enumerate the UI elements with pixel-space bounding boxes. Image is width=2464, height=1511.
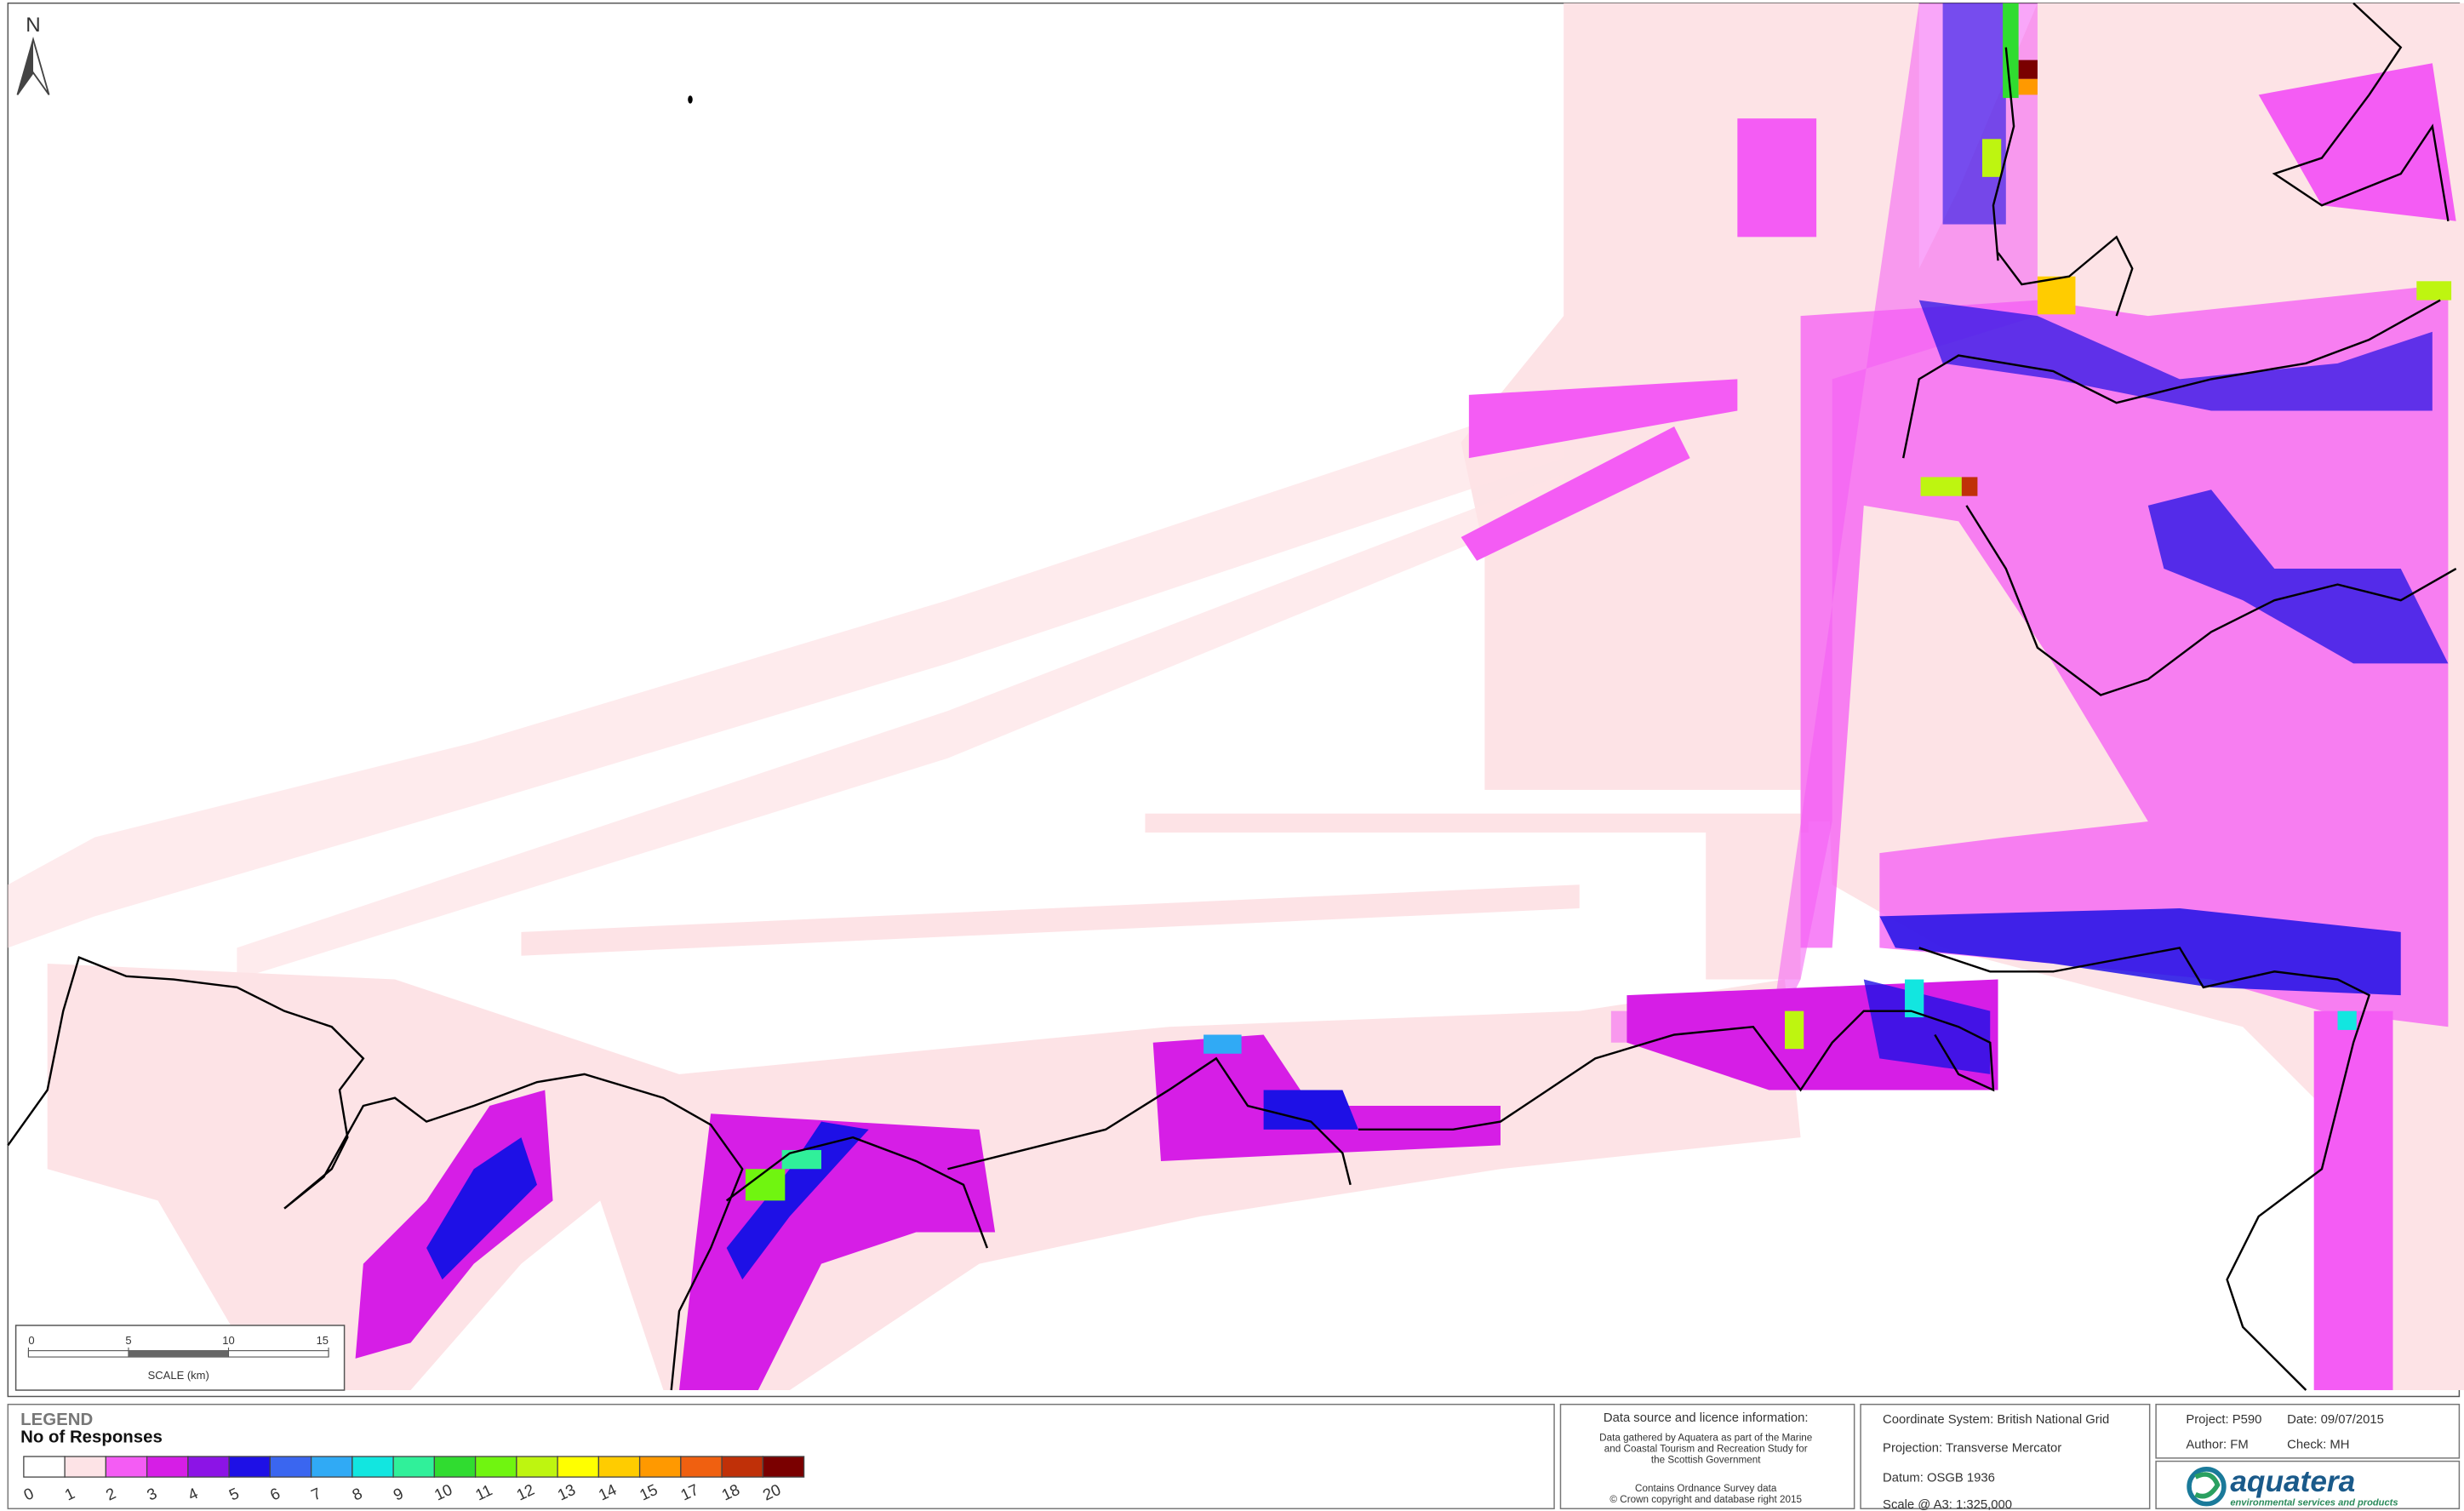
legend-swatch <box>269 1456 312 1478</box>
scale-tick-label: 15 <box>317 1334 329 1347</box>
legend-heading: LEGEND <box>20 1411 93 1429</box>
source-line: and Coastal Tourism and Recreation Study… <box>1604 1443 1808 1454</box>
legend-swatch <box>64 1456 107 1478</box>
date: Date: 09/07/2015 <box>2287 1413 2384 1427</box>
author: Author: FM <box>2186 1439 2248 1452</box>
source-line: © Crown copyright and database right 201… <box>1609 1494 1802 1505</box>
check: Check: MH <box>2287 1439 2349 1452</box>
legend-swatch <box>638 1456 682 1478</box>
info-panel <box>1860 1403 2151 1509</box>
scale-tick-label: 10 <box>222 1334 234 1347</box>
map-layer <box>7 2 2464 1391</box>
legend-swatch <box>516 1456 558 1478</box>
legend-swatch <box>228 1456 272 1478</box>
scale-box <box>14 1325 346 1391</box>
scale-bar: 0 5 10 15 <box>27 1334 329 1358</box>
legend-swatch <box>105 1456 148 1478</box>
legend-swatch <box>23 1456 66 1478</box>
project-panel <box>2155 1403 2461 1459</box>
scale-label: SCALE (km) <box>148 1369 209 1382</box>
legend-title: No of Responses <box>20 1428 163 1446</box>
source-title: Data source and licence information: <box>1604 1411 1809 1425</box>
north-label: N <box>26 14 40 37</box>
scale-tick-label: 5 <box>125 1334 131 1347</box>
project: Project: P590 <box>2186 1413 2261 1427</box>
coordinate-system: Coordinate System: British National Grid <box>1883 1413 2109 1427</box>
projection: Projection: Transverse Mercator <box>1883 1441 2061 1455</box>
legend-swatch <box>146 1456 189 1478</box>
source-line: the Scottish Government <box>1651 1454 1761 1465</box>
scale-tick-label: 0 <box>28 1334 34 1347</box>
datum: Datum: OSGB 1936 <box>1883 1472 1995 1485</box>
legend-swatch <box>474 1456 517 1478</box>
source-line: Contains Ordnance Survey data <box>1635 1483 1777 1494</box>
map-scale: Scale @ A3: 1:325,000 <box>1883 1498 2012 1511</box>
source-line: Data gathered by Aquatera as part of the… <box>1599 1432 1812 1443</box>
source-panel <box>1559 1403 1855 1509</box>
scale-bar-segment <box>128 1350 229 1358</box>
legend-swatch <box>433 1456 477 1478</box>
legend-swatch <box>597 1456 641 1478</box>
logo-name: aquatera <box>2230 1465 2355 1498</box>
legend-swatch <box>352 1456 394 1478</box>
legend-swatch <box>187 1456 230 1478</box>
legend-swatch <box>310 1456 353 1478</box>
logo-swirl <box>2194 1472 2221 1499</box>
logo-icon <box>2187 1467 2227 1507</box>
source-lines: Data gathered by Aquatera as part of the… <box>1599 1432 1812 1504</box>
legend-swatch <box>680 1456 723 1478</box>
legend-swatch <box>762 1456 805 1478</box>
legend-swatch <box>721 1456 763 1478</box>
legend-swatch <box>557 1456 600 1478</box>
legend-swatch <box>392 1456 436 1478</box>
logo-tagline: environmental services and products <box>2230 1498 2398 1508</box>
